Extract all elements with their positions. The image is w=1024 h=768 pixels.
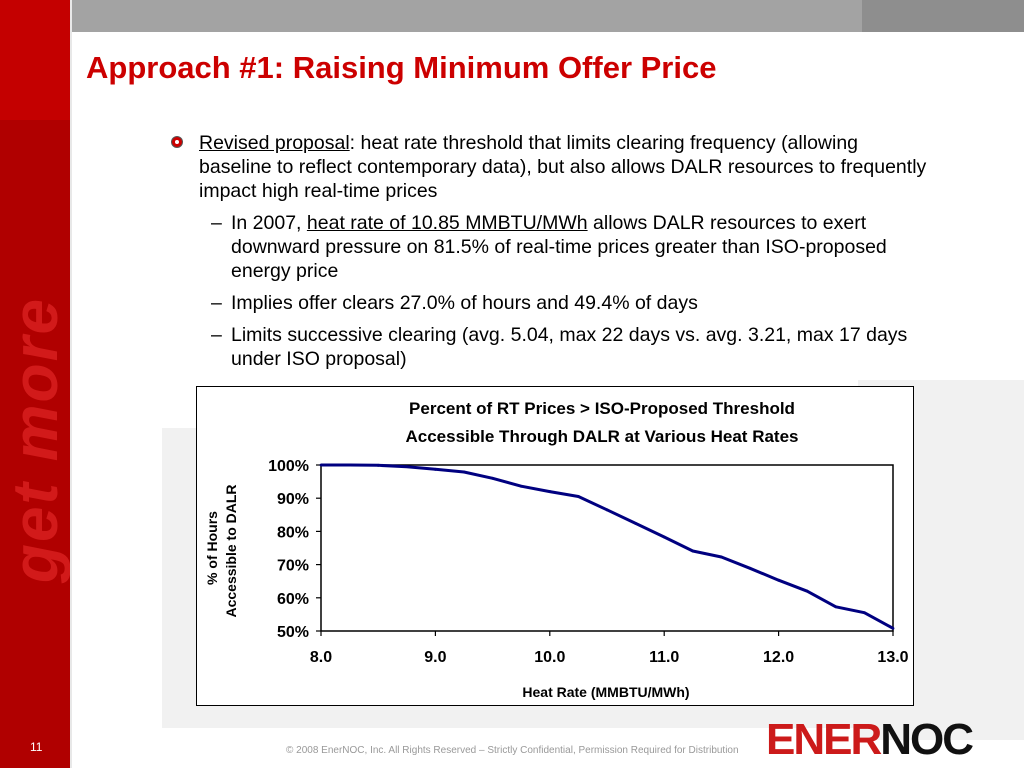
- series-line: [321, 463, 894, 630]
- dash-icon: –: [211, 324, 222, 346]
- x-tick-label: 9.0: [424, 649, 446, 666]
- data-point: [577, 495, 580, 498]
- page-number: 11: [30, 740, 43, 754]
- data-point: [891, 626, 895, 630]
- sub-bullet-1-link: heat rate of 10.85 MMBTU/MWh: [306, 212, 588, 234]
- sub-bullet-2: – Implies offer clears 27.0% of hours an…: [172, 291, 932, 315]
- x-tick-label: 8.0: [310, 649, 332, 666]
- sub-bullet-1: – In 2007, heat rate of 10.85 MMBTU/MWh …: [172, 211, 932, 283]
- y-tick-label: 90%: [277, 491, 309, 508]
- logo-part-ener: ENER: [766, 715, 882, 764]
- y-axis-label-line-2: Accessible to DALR: [223, 484, 239, 617]
- footer-copyright: © 2008 EnerNOC, Inc. All Rights Reserved…: [286, 745, 739, 756]
- data-point: [863, 611, 866, 615]
- bullet-main-label: Revised proposal: [199, 132, 350, 154]
- sidebar-band: get more 11: [0, 0, 70, 768]
- x-tick-label: 10.0: [534, 649, 565, 666]
- chart-title-line-2: Accessible Through DALR at Various Heat …: [406, 427, 799, 446]
- data-point: [434, 467, 437, 471]
- data-point: [805, 589, 809, 593]
- x-tick-label: 13.0: [877, 649, 908, 666]
- company-logo: ENERNOC: [766, 715, 974, 764]
- top-bar-corner: [862, 0, 1024, 32]
- data-point: [720, 555, 723, 559]
- bullet-main: Revised proposal: heat rate threshold th…: [172, 131, 932, 203]
- data-point: [348, 463, 351, 467]
- data-point: [376, 463, 380, 467]
- bullet-main-colon: :: [349, 132, 356, 154]
- y-tick-label: 60%: [277, 591, 309, 608]
- data-point: [319, 463, 323, 467]
- y-tick-label: 70%: [277, 558, 309, 575]
- logo-part-noc: NOC: [880, 715, 974, 764]
- sub-bullet-3-text: Limits successive clearing (avg. 5.04, m…: [231, 324, 908, 370]
- sub-bullet-2-text: Implies offer clears 27.0% of hours and …: [231, 292, 698, 314]
- dash-icon: –: [211, 292, 222, 314]
- chart-title-line-1: Percent of RT Prices > ISO-Proposed Thre…: [409, 399, 795, 418]
- plot-area: [320, 464, 894, 632]
- data-point: [405, 465, 409, 469]
- bullet-main-text: heat rate threshold that limits clearing…: [199, 132, 927, 202]
- chart-container: Percent of RT Prices > ISO-Proposed Thre…: [196, 386, 914, 706]
- y-tick-label: 80%: [277, 524, 309, 541]
- y-tick-label: 100%: [268, 458, 309, 475]
- data-point: [662, 535, 666, 539]
- x-tick-label: 11.0: [649, 649, 679, 666]
- data-point: [491, 476, 494, 480]
- data-point: [691, 549, 695, 553]
- sidebar-tagline: get more: [0, 296, 70, 584]
- data-point: [748, 566, 752, 570]
- data-point: [634, 522, 637, 525]
- sub-bullet-1-post: allows DALR resources to exert downward …: [231, 212, 887, 282]
- sidebar-separator: [70, 0, 72, 768]
- data-point: [834, 605, 838, 609]
- bullet-list: Revised proposal: heat rate threshold th…: [172, 131, 932, 371]
- x-axis-label: Heat Rate (MMBTU/MWh): [522, 684, 689, 700]
- dash-icon: –: [211, 212, 222, 234]
- y-axis-label-line-1: % of Hours: [204, 511, 220, 585]
- top-bar: [72, 0, 862, 32]
- slide-title: Approach #1: Raising Minimum Offer Price: [86, 50, 717, 85]
- sub-bullet-3: – Limits successive clearing (avg. 5.04,…: [172, 323, 932, 371]
- data-point: [777, 578, 780, 582]
- data-point: [519, 484, 523, 488]
- data-point: [548, 490, 552, 493]
- data-point: [605, 508, 609, 512]
- data-point: [462, 470, 466, 474]
- sub-bullet-1-pre: In 2007,: [231, 212, 307, 234]
- x-tick-label: 12.0: [763, 649, 794, 666]
- y-tick-label: 50%: [277, 624, 309, 641]
- sidebar-shade: [0, 120, 70, 768]
- line-chart: Percent of RT Prices > ISO-Proposed Thre…: [204, 399, 909, 700]
- bullet-icon: [172, 137, 182, 147]
